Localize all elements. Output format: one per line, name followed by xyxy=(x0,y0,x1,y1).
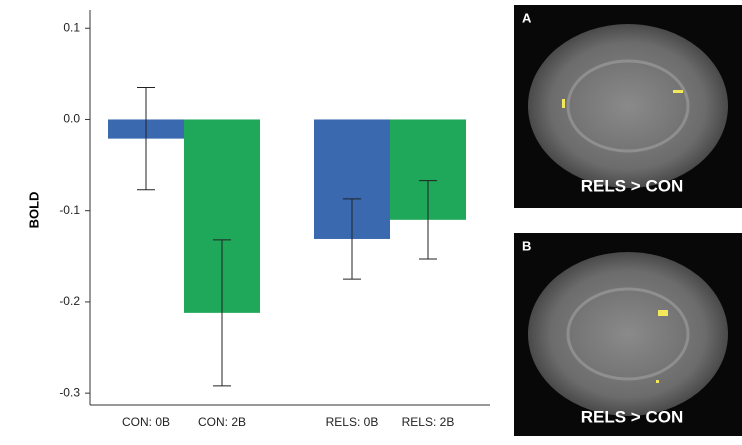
activation xyxy=(656,380,659,383)
panel-b: B RELS > CON xyxy=(514,233,742,436)
panel-a: A RELS > CON xyxy=(514,5,742,208)
y-tick-label: -0.3 xyxy=(59,385,80,399)
y-tick-label: -0.1 xyxy=(59,203,80,217)
x-tick-label: RELS: 0B xyxy=(326,415,379,429)
x-tick-label: CON: 2B xyxy=(198,415,246,429)
y-tick-label: 0.0 xyxy=(63,112,80,126)
panel-caption: RELS > CON xyxy=(581,407,684,426)
brain-fold xyxy=(566,287,690,381)
y-tick-label: 0.1 xyxy=(63,20,80,34)
brain-slice xyxy=(528,252,728,416)
panel-caption: RELS > CON xyxy=(581,176,684,195)
brain-slice xyxy=(528,24,728,188)
y-tick-label: -0.2 xyxy=(59,294,80,308)
activation xyxy=(562,99,565,108)
panel-label: A xyxy=(522,10,532,25)
x-tick-label: RELS: 2B xyxy=(402,415,455,429)
x-tick-label: CON: 0B xyxy=(122,415,170,429)
activation xyxy=(658,310,668,316)
activation xyxy=(673,90,683,93)
y-axis-label: BOLD xyxy=(26,192,41,229)
brain-fold xyxy=(566,59,690,153)
panel-label: B xyxy=(522,238,531,253)
